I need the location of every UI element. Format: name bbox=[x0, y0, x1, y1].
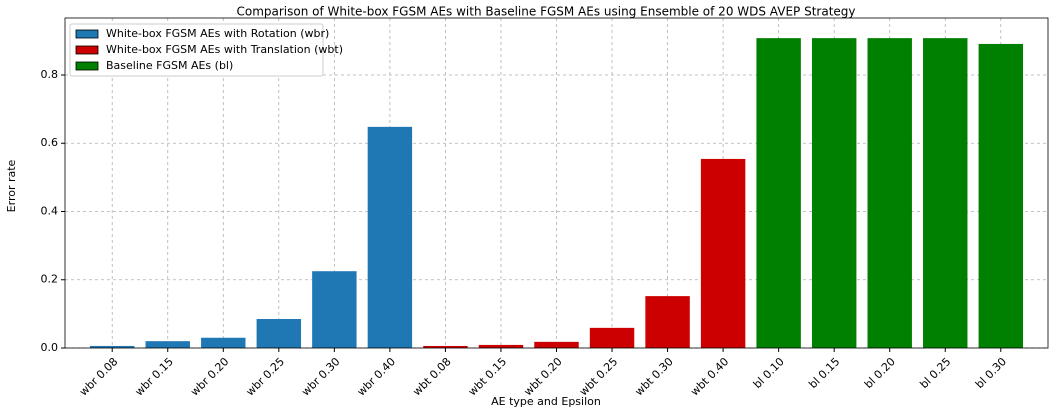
legend-label: Baseline FGSM AEs (bl) bbox=[106, 59, 233, 72]
x-tick-label: wbt 0.15 bbox=[466, 355, 509, 398]
legend-swatch bbox=[75, 29, 99, 39]
x-tick-label: bl 0.15 bbox=[806, 355, 842, 391]
bar bbox=[478, 344, 524, 348]
bar bbox=[312, 271, 357, 348]
bar bbox=[978, 43, 1024, 348]
bar bbox=[89, 345, 135, 348]
legend-swatch bbox=[75, 45, 99, 55]
bar bbox=[367, 126, 413, 349]
legend-label: White-box FGSM AEs with Translation (wbt… bbox=[106, 43, 343, 56]
x-tick-label: bl 0.25 bbox=[917, 355, 953, 391]
y-tick-label: 0.6 bbox=[41, 136, 59, 149]
legend-box bbox=[69, 23, 324, 77]
bar bbox=[756, 38, 801, 349]
y-tick-label: 0.4 bbox=[41, 204, 59, 217]
y-axis-title: Error rate bbox=[5, 159, 18, 212]
bar bbox=[201, 337, 246, 348]
bar bbox=[645, 296, 690, 348]
chart-title: Comparison of White-box FGSM AEs with Ba… bbox=[236, 5, 855, 19]
x-tick-label: wbt 0.08 bbox=[410, 355, 453, 398]
bar bbox=[534, 341, 579, 348]
y-tick-label: 0.2 bbox=[41, 273, 59, 286]
x-tick-label: wbr 0.40 bbox=[355, 355, 398, 398]
x-tick-label: wbr 0.25 bbox=[244, 355, 287, 398]
x-tick-label: wbt 0.30 bbox=[632, 355, 675, 398]
x-tick-label: wbt 0.20 bbox=[521, 355, 564, 398]
plot-frame bbox=[64, 17, 1049, 349]
bar bbox=[589, 327, 635, 348]
bar bbox=[700, 158, 746, 348]
x-tick-label: bl 0.20 bbox=[862, 355, 898, 391]
x-axis-title: AE type and Epsilon bbox=[491, 395, 601, 408]
x-tick-label: wbt 0.25 bbox=[577, 355, 620, 398]
legend-swatch bbox=[75, 61, 99, 71]
x-tick-label: wbt 0.40 bbox=[688, 355, 731, 398]
y-tick-label: 0.8 bbox=[41, 68, 59, 81]
bar bbox=[256, 318, 302, 348]
bar bbox=[867, 38, 912, 349]
x-tick-label: wbr 0.30 bbox=[299, 355, 342, 398]
x-tick-label: bl 0.10 bbox=[751, 355, 787, 391]
legend-label: White-box FGSM AEs with Rotation (wbr) bbox=[106, 27, 329, 40]
x-tick-label: wbr 0.08 bbox=[77, 355, 120, 398]
bar bbox=[923, 38, 968, 349]
x-tick-label: wbr 0.20 bbox=[188, 355, 231, 398]
bar bbox=[423, 345, 468, 348]
x-tick-label: wbr 0.15 bbox=[132, 355, 175, 398]
bar bbox=[145, 341, 190, 348]
x-tick-label: bl 0.30 bbox=[973, 355, 1009, 391]
y-tick-label: 0.0 bbox=[41, 341, 59, 354]
bar bbox=[811, 38, 857, 349]
